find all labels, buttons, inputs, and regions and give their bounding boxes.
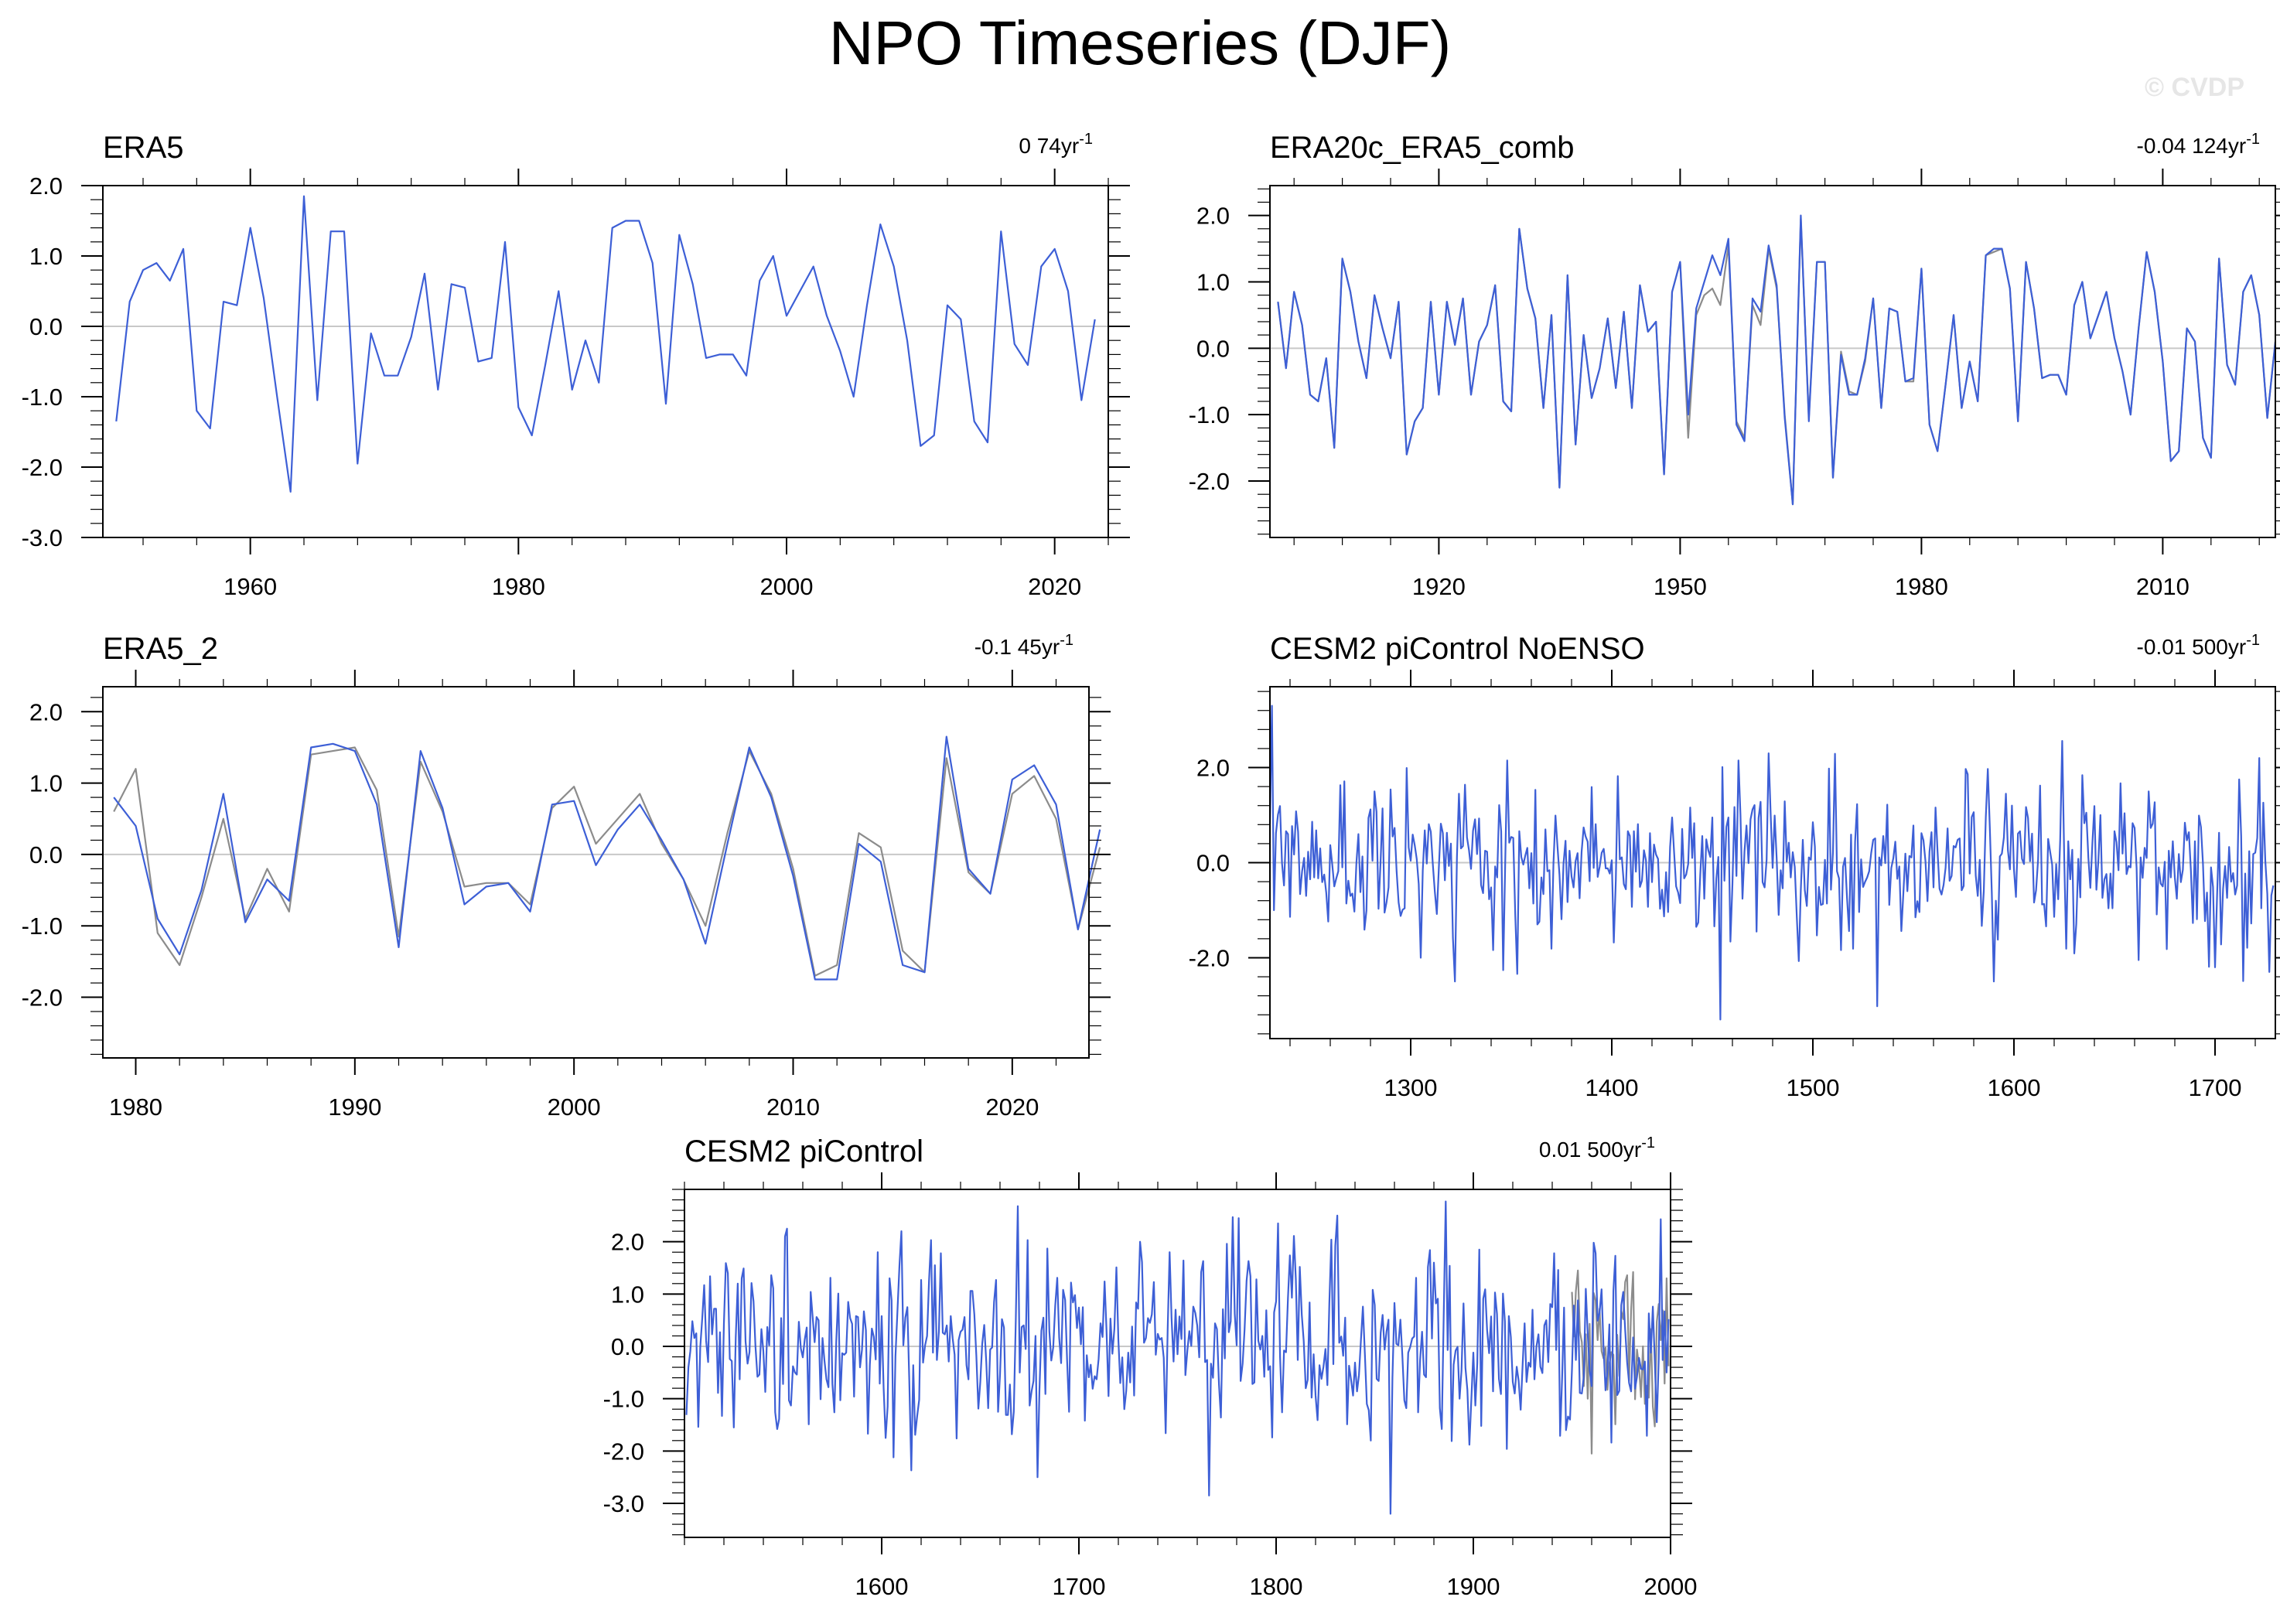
x-tick-label: 1900 <box>1447 1573 1500 1600</box>
chart-panel: ERA5_2 -0.1 45yr-1 -2.0 -1.0 0.0 1.0 2.0 1980 19… <box>22 632 1111 1121</box>
series-line <box>115 195 1096 493</box>
x-tick-label: 1980 <box>492 573 545 600</box>
series-line <box>1277 217 2277 506</box>
y-tick-label: 0.0 <box>29 841 63 868</box>
trend-exponent: -1 <box>1079 131 1093 148</box>
watermark: © CVDP <box>2145 73 2244 102</box>
x-tick-label: 1400 <box>1585 1074 1639 1101</box>
y-tick-label: 0.0 <box>1196 850 1230 877</box>
trend-exponent: -1 <box>1060 632 1073 649</box>
trend-period: 500yr <box>1587 1138 1641 1162</box>
x-tick-label: 1800 <box>1250 1573 1303 1600</box>
trend-period: 45yr <box>1018 635 1060 659</box>
x-tick-label: 2020 <box>1028 573 1081 600</box>
y-tick-label: 0.0 <box>1196 335 1230 362</box>
y-tick-label: 2.0 <box>1196 203 1230 230</box>
y-tick-label: 2.0 <box>611 1229 644 1256</box>
x-tick-label: 2000 <box>1644 1573 1698 1600</box>
figure-title: NPO Timeseries (DJF) <box>828 9 1452 77</box>
trend-value: -0.1 <box>974 635 1018 659</box>
y-tick-label: -2.0 <box>22 984 63 1012</box>
trend-value: 0.01 <box>1539 1138 1587 1162</box>
x-tick-label: 2000 <box>760 573 814 600</box>
x-tick-label: 1990 <box>328 1093 381 1121</box>
y-tick-label: 1.0 <box>29 770 63 797</box>
y-tick-label: 0.0 <box>611 1333 644 1360</box>
x-tick-label: 1960 <box>224 573 277 600</box>
series-line <box>1277 214 2277 506</box>
y-tick-label: -2.0 <box>603 1438 644 1465</box>
y-tick-label: 2.0 <box>1196 755 1230 782</box>
plot-frame <box>102 686 1090 1059</box>
x-tick-label: 2020 <box>985 1093 1039 1121</box>
y-tick-label: -2.0 <box>22 454 63 481</box>
y-tick-label: 2.0 <box>29 172 63 200</box>
x-tick-label: 2000 <box>548 1093 601 1121</box>
trend-label: 0.01 500yr-1 <box>1539 1134 1655 1162</box>
chart-panel: CESM2 piControl 0.01 500yr-1 -3.0 -2.0 -1.0 0… <box>603 1134 1698 1600</box>
y-tick-label: -2.0 <box>1189 944 1230 971</box>
chart-title: ERA20c_ERA5_comb <box>1270 131 1575 165</box>
plot-frame <box>1269 185 2276 538</box>
y-tick-label: -1.0 <box>22 384 63 411</box>
trend-period: 124yr <box>2192 134 2246 158</box>
trend-period: 74yr <box>1037 134 1079 158</box>
plot-frame <box>102 185 1109 538</box>
y-tick-label: 1.0 <box>611 1281 644 1308</box>
x-tick-label: 2010 <box>2136 573 2190 600</box>
trend-label: -0.01 500yr-1 <box>2137 632 2260 659</box>
y-tick-label: 2.0 <box>29 698 63 725</box>
trend-value: -0.04 <box>2137 134 2193 158</box>
x-tick-label: 1980 <box>109 1093 162 1121</box>
trend-exponent: -1 <box>2246 632 2260 649</box>
x-tick-label: 1600 <box>1988 1074 2041 1101</box>
trend-label: -0.04 124yr-1 <box>2137 131 2260 158</box>
y-tick-label: -1.0 <box>22 913 63 940</box>
trend-exponent: -1 <box>2246 131 2260 148</box>
x-tick-label: 1980 <box>1895 573 1948 600</box>
series-line <box>685 1200 1670 1515</box>
y-tick-label: -3.0 <box>603 1490 644 1517</box>
trend-period: 500yr <box>2192 635 2246 659</box>
x-tick-label: 1950 <box>1654 573 1707 600</box>
plot-frame <box>684 1189 1671 1538</box>
chart-panel: CESM2 piControl NoENSO -0.01 500yr-1 -2.0 0… <box>1189 632 2280 1101</box>
x-tick-label: 2010 <box>766 1093 820 1121</box>
y-tick-label: -3.0 <box>22 524 63 551</box>
trend-exponent: -1 <box>1641 1134 1655 1151</box>
chart-title: CESM2 piControl NoENSO <box>1270 632 1645 666</box>
trend-label: -0.1 45yr-1 <box>974 632 1073 659</box>
series-line <box>113 746 1101 977</box>
chart-panel: ERA20c_ERA5_comb -0.04 124yr-1 -2.0 -1.0 0.0… <box>1189 131 2280 600</box>
series-line <box>1268 705 2275 1021</box>
trend-label: 0 74yr-1 <box>1019 131 1093 158</box>
y-tick-label: -1.0 <box>1189 401 1230 428</box>
chart-title: ERA5 <box>103 131 184 165</box>
x-tick-label: 1700 <box>1053 1573 1106 1600</box>
trend-value: 0 <box>1019 134 1036 158</box>
x-tick-label: 1700 <box>2189 1074 2242 1101</box>
y-tick-label: 1.0 <box>1196 268 1230 295</box>
chart-title: ERA5_2 <box>103 632 218 666</box>
chart-title: CESM2 piControl <box>684 1134 923 1169</box>
trend-value: -0.01 <box>2137 635 2193 659</box>
series-line <box>113 735 1101 981</box>
x-tick-label: 1920 <box>1412 573 1466 600</box>
y-tick-label: -2.0 <box>1189 468 1230 495</box>
y-tick-label: -1.0 <box>603 1386 644 1413</box>
y-tick-label: 0.0 <box>29 313 63 340</box>
y-tick-label: 1.0 <box>29 243 63 270</box>
x-tick-label: 1300 <box>1384 1074 1438 1101</box>
x-tick-label: 1500 <box>1787 1074 1840 1101</box>
chart-panel: ERA5 0 74yr-1 -3.0 -2.0 -1.0 0.0 1.0 2.0 1960 198… <box>22 131 1130 600</box>
x-tick-label: 1600 <box>855 1573 909 1600</box>
